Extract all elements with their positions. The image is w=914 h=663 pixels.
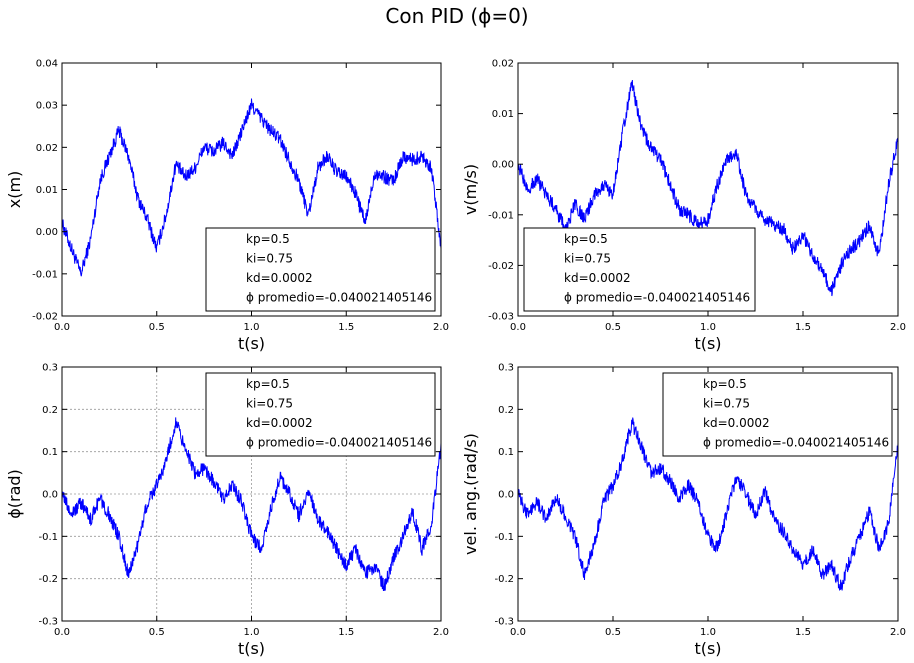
y-tick-label: 0.01 <box>492 109 514 120</box>
y-tick-label: -0.1 <box>38 532 58 543</box>
y-axis-label: v(m/s) <box>461 164 480 215</box>
legend-entry: ϕ promedio=-0.040021405146 <box>564 291 750 305</box>
legend-entry: kp=0.5 <box>703 377 747 391</box>
legend-entry: kd=0.0002 <box>564 271 631 285</box>
subplot-3: 0.0 0.5 1.0 1.5 2.0 -0.3 -0.2 -0.1 0.0 0.1 0.2 0.3 t… <box>5 363 449 659</box>
x-tick-label: 1.0 <box>244 627 260 638</box>
subplot-1: 0.0 0.5 1.0 1.5 2.0 -0.02 -0.01 0.00 0.01 0.02 0.0… <box>5 59 449 354</box>
y-tick-label: 0.0 <box>498 490 514 501</box>
x-tick-label: 2.0 <box>890 322 906 333</box>
y-tick-label: -0.3 <box>38 617 58 628</box>
y-tick-label: -0.3 <box>494 617 514 628</box>
x-tick-label: 2.0 <box>890 627 906 638</box>
x-tick-label: 0.5 <box>149 322 165 333</box>
y-tick-label: -0.2 <box>38 574 58 585</box>
y-tick-label: 0.2 <box>42 405 58 416</box>
series-line <box>518 80 898 297</box>
y-tick-label: 0.02 <box>36 143 58 154</box>
y-tick-label: 0.02 <box>492 59 514 70</box>
x-tick-label: 0.5 <box>605 322 621 333</box>
legend: kp=0.5 ki=0.75 kd=0.0002 ϕ promedio=-0.0400… <box>205 227 436 312</box>
x-tick-label: 1.5 <box>795 627 811 638</box>
x-axis-label: t(s) <box>694 334 721 353</box>
y-tick-label: -0.02 <box>488 261 514 272</box>
y-tick-label: -0.1 <box>494 532 514 543</box>
x-axis-label: t(s) <box>238 639 265 658</box>
legend-entry: ϕ promedio=-0.040021405146 <box>703 436 889 450</box>
legend: kp=0.5 ki=0.75 kd=0.0002 ϕ promedio=-0.0400… <box>205 372 436 457</box>
x-axis-label: t(s) <box>694 639 721 658</box>
legend-entry: ϕ promedio=-0.040021405146 <box>246 291 432 305</box>
y-tick-label: -0.03 <box>488 312 514 323</box>
x-tick-label: 0.5 <box>605 627 621 638</box>
legend-box <box>523 227 756 312</box>
legend-box <box>205 227 436 312</box>
legend-entry: ki=0.75 <box>246 397 293 411</box>
legend-entry: ϕ promedio=-0.040021405146 <box>246 436 432 450</box>
x-tick-label: 2.0 <box>433 627 449 638</box>
legend-entry: kp=0.5 <box>246 377 290 391</box>
legend-entry: kd=0.0002 <box>703 416 770 430</box>
y-tick-label: 0.0 <box>42 490 58 501</box>
x-tick-label: 1.0 <box>700 627 716 638</box>
y-tick-label: 0.3 <box>498 363 514 374</box>
legend: kp=0.5 ki=0.75 kd=0.0002 ϕ promedio=-0.0400… <box>523 227 756 312</box>
legend-entry: kp=0.5 <box>564 232 608 246</box>
y-tick-label: -0.2 <box>494 574 514 585</box>
series-line <box>62 98 441 277</box>
x-tick-label: 0.0 <box>54 627 70 638</box>
subplot-2: 0.0 0.5 1.0 1.5 2.0 -0.03 -0.02 -0.01 0.00 0.01 0.… <box>461 59 906 354</box>
y-tick-label: 0.03 <box>36 101 58 112</box>
x-tick-label: 1.0 <box>244 322 260 333</box>
y-axis-label: ϕ(rad) <box>5 469 24 519</box>
series-line <box>62 417 441 592</box>
x-tick-label: 0.5 <box>149 627 165 638</box>
y-tick-label: 0.01 <box>36 185 58 196</box>
y-axis-label: x(m) <box>5 171 24 209</box>
legend-entry: ki=0.75 <box>703 397 750 411</box>
y-tick-label: 0.00 <box>36 227 58 238</box>
y-tick-label: -0.02 <box>32 312 58 323</box>
x-tick-label: 1.5 <box>338 627 354 638</box>
y-tick-label: 0.1 <box>42 447 58 458</box>
y-tick-label: 0.00 <box>492 160 514 171</box>
x-tick-label: 1.5 <box>795 322 811 333</box>
legend-entry: ki=0.75 <box>246 252 293 266</box>
x-tick-label: 0.0 <box>510 322 526 333</box>
legend-box <box>662 372 893 457</box>
x-tick-label: 0.0 <box>54 322 70 333</box>
x-axis-label: t(s) <box>238 334 265 353</box>
series-line <box>518 417 898 592</box>
subplot-4: 0.0 0.5 1.0 1.5 2.0 -0.3 -0.2 -0.1 0.0 0.1 0.2 0.3 t… <box>461 363 906 659</box>
y-tick-label: 0.1 <box>498 447 514 458</box>
figure-title: Con PID (ϕ=0) <box>385 4 529 28</box>
x-tick-label: 1.5 <box>338 322 354 333</box>
y-axis-label: vel. ang.(rad/s) <box>461 433 480 555</box>
x-tick-label: 1.0 <box>700 322 716 333</box>
legend-entry: ki=0.75 <box>564 252 611 266</box>
y-tick-label: 0.04 <box>36 59 58 70</box>
legend-box <box>205 372 436 457</box>
legend: kp=0.5 ki=0.75 kd=0.0002 ϕ promedio=-0.0400… <box>662 372 893 457</box>
x-tick-label: 2.0 <box>433 322 449 333</box>
y-tick-label: -0.01 <box>32 269 58 280</box>
legend-entry: kd=0.0002 <box>246 271 313 285</box>
x-tick-label: 0.0 <box>510 627 526 638</box>
legend-entry: kp=0.5 <box>246 232 290 246</box>
y-tick-label: 0.2 <box>498 405 514 416</box>
legend-entry: kd=0.0002 <box>246 416 313 430</box>
y-tick-label: -0.01 <box>488 210 514 221</box>
y-tick-label: 0.3 <box>42 363 58 374</box>
